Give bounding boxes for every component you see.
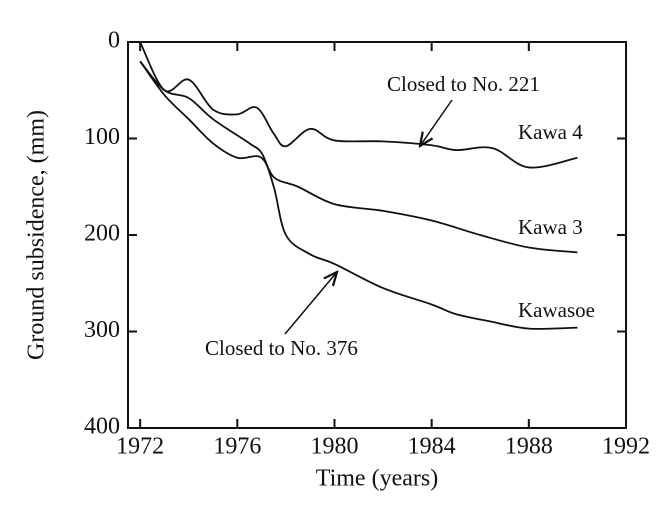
x-tick-label: 1988 <box>505 434 553 460</box>
y-tick-label: 300 <box>84 317 120 343</box>
x-tick-label: 1984 <box>408 434 456 460</box>
y-tick-label: 0 <box>108 28 120 54</box>
series-line <box>139 60 578 330</box>
series-line <box>139 60 578 254</box>
x-tick-label: 1992 <box>602 434 650 460</box>
series-label: Kawasoe <box>518 298 595 322</box>
y-tick-label: 100 <box>84 124 120 150</box>
x-tick-label: 1976 <box>213 434 261 460</box>
y-tick-label: 200 <box>84 221 120 247</box>
x-axis-label: Time (years) <box>316 466 438 492</box>
y-tick-label: 400 <box>84 414 120 440</box>
annotation-arrow <box>284 272 337 335</box>
annotation-arrow <box>420 99 453 146</box>
series-label: Kawa 4 <box>518 120 583 144</box>
x-tick-label: 1972 <box>116 434 164 460</box>
series-label: Kawa 3 <box>518 215 583 239</box>
series-line <box>139 41 578 169</box>
x-tick-label: 1980 <box>310 434 358 460</box>
annotation: Closed to No. 221 <box>387 72 540 96</box>
y-axis-label: Ground subsidence, (mm) <box>24 110 50 360</box>
annotation: Closed to No. 376 <box>205 336 358 360</box>
